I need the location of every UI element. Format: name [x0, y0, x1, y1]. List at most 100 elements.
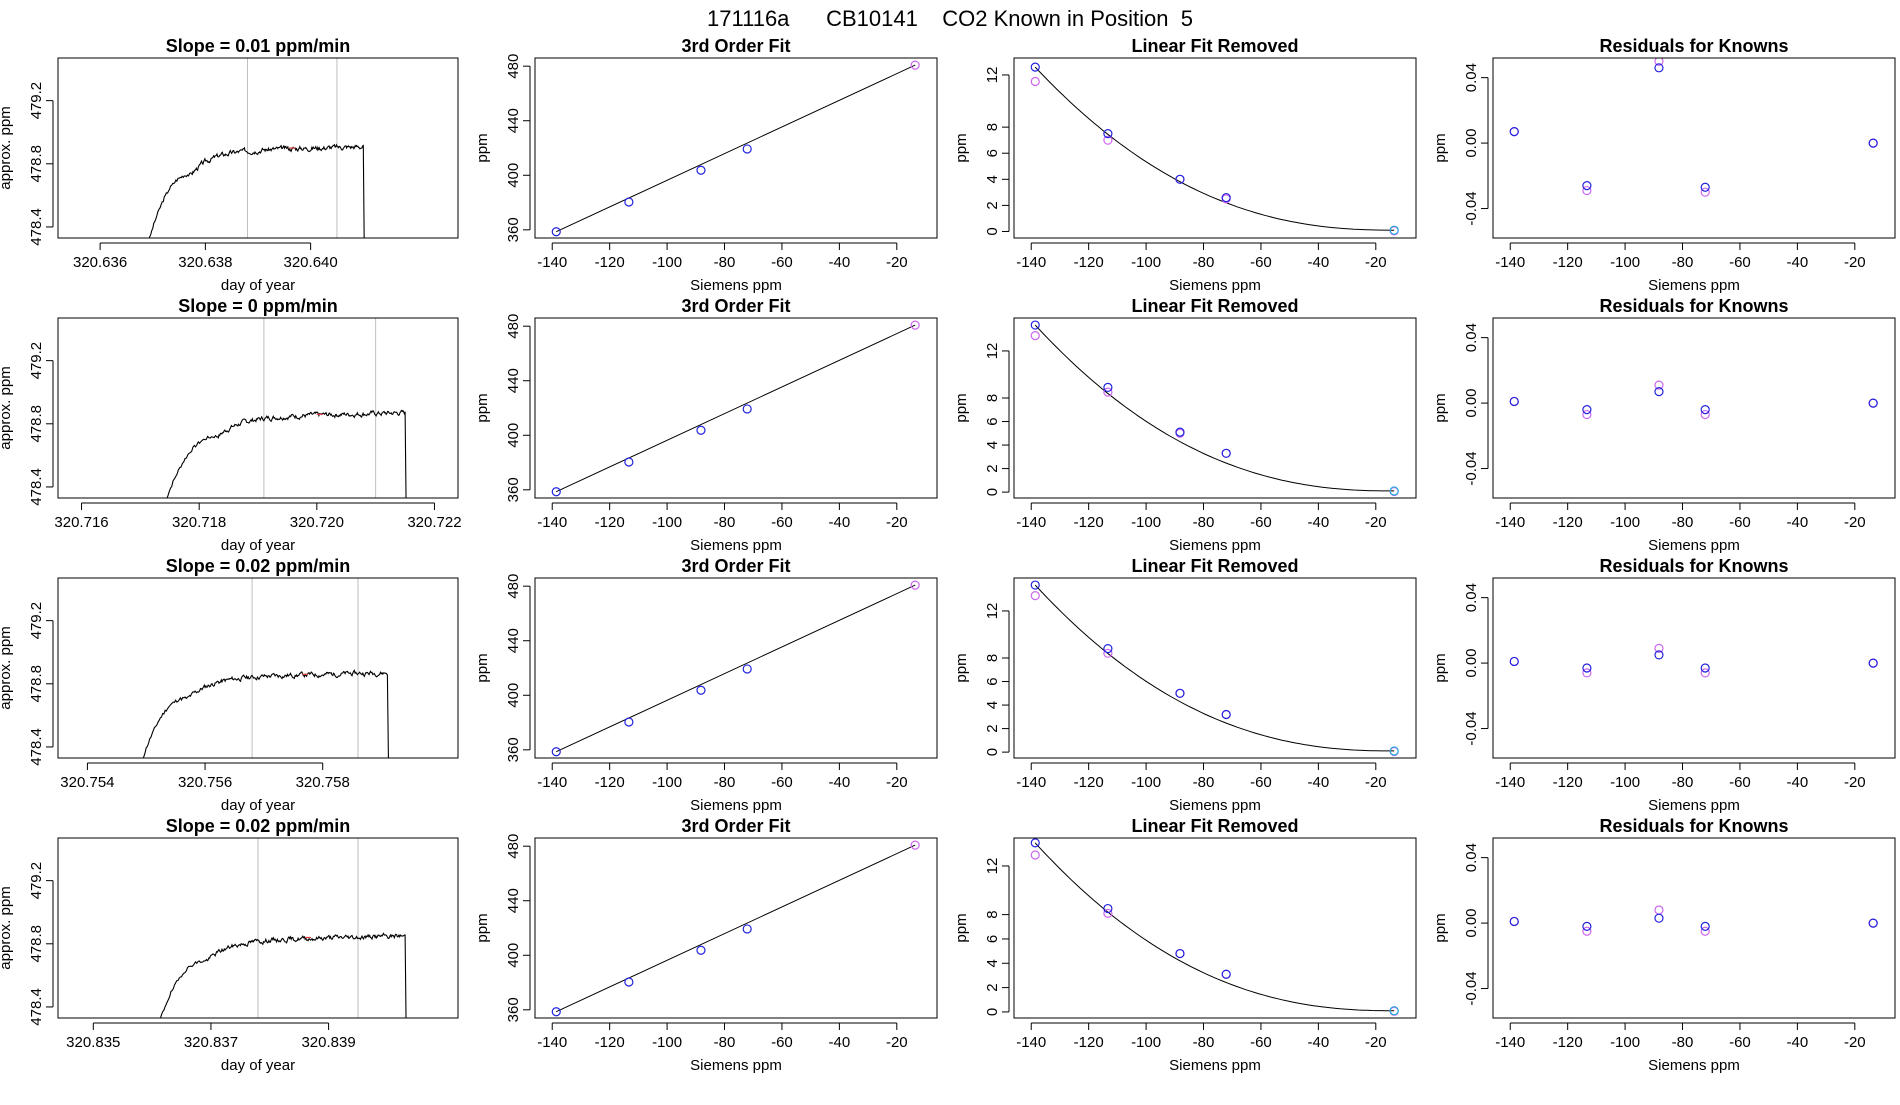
- y-tick-label: 360: [505, 217, 522, 242]
- point-primary: [1175, 688, 1185, 698]
- panel-ts-row-1: Slope = 0.01 ppm/min day of year approx. p…: [0, 36, 459, 294]
- panel-title: Linear Fit Removed: [1131, 296, 1298, 316]
- fit-curve-line: [556, 584, 916, 753]
- x-tick-label: -100: [652, 1034, 682, 1051]
- y-tick-label: 6: [984, 149, 1001, 157]
- x-axis-label: Siemens ppm: [690, 277, 782, 294]
- x-tick-label: -100: [1131, 774, 1161, 791]
- co2-trace-line: [142, 669, 389, 758]
- plot-frame: [1492, 837, 1896, 1019]
- x-tick-label: -20: [1844, 1034, 1866, 1051]
- co2-trace-line: [159, 932, 407, 1018]
- x-tick-label: -120: [1074, 254, 1104, 271]
- point-secondary: [1654, 58, 1664, 66]
- x-axis-label: Siemens ppm: [690, 797, 782, 814]
- x-tick-label: -40: [1787, 774, 1809, 791]
- y-axis-label: approx. ppm: [0, 626, 14, 709]
- y-tick-label: 4: [984, 441, 1001, 449]
- x-axis-label: Siemens ppm: [1648, 537, 1740, 554]
- point-primary: [1030, 62, 1040, 72]
- y-axis-label: ppm: [953, 913, 970, 942]
- y-axis-label: ppm: [953, 393, 970, 422]
- x-tick-label: 320.754: [60, 774, 114, 791]
- panel-res-row-3: Residuals for Knowns Siemens ppm ppm -140 -1…: [1432, 556, 1896, 814]
- fit-curve-line: [556, 844, 916, 1013]
- point-secondary: [1030, 331, 1040, 341]
- x-tick-label: -140: [537, 1034, 567, 1051]
- x-axis-label: Siemens ppm: [1169, 537, 1261, 554]
- point-secondary: [1030, 850, 1040, 860]
- y-axis-label: ppm: [1432, 653, 1449, 682]
- panel-fit-row-1: 3rd Order Fit Siemens ppm ppm -140 -120 -100 -…: [474, 36, 938, 294]
- x-tick-label: 320.718: [172, 514, 226, 531]
- plot-area: [1030, 62, 1399, 236]
- panel-title: 3rd Order Fit: [681, 36, 790, 56]
- y-axis-label: ppm: [1432, 133, 1449, 162]
- x-tick-label: -120: [1074, 774, 1104, 791]
- x-tick-label: -80: [1672, 514, 1694, 531]
- point-primary: [1389, 486, 1399, 496]
- point-primary: [551, 487, 561, 497]
- point-primary: [742, 404, 752, 414]
- panel-title: Residuals for Knowns: [1599, 296, 1788, 316]
- y-tick-label: 480: [505, 54, 522, 79]
- y-tick-label: 440: [505, 628, 522, 653]
- y-tick-label: 2: [984, 983, 1001, 991]
- point-primary: [1700, 663, 1710, 673]
- y-tick-label: 0.00: [1463, 648, 1480, 677]
- point-primary: [1175, 948, 1185, 959]
- point-secondary: [1030, 76, 1040, 87]
- x-tick-label: -60: [771, 514, 793, 531]
- point-primary: [1509, 127, 1519, 137]
- point-primary: [696, 685, 706, 695]
- y-tick-label: 0.04: [1463, 323, 1480, 352]
- y-tick-label: 480: [505, 574, 522, 599]
- x-tick-label: -140: [537, 254, 567, 271]
- x-tick-label: -40: [1787, 1034, 1809, 1051]
- x-axis-label: Siemens ppm: [1648, 797, 1740, 814]
- y-tick-label: 478.4: [28, 468, 45, 506]
- y-tick-label: 478.4: [28, 988, 45, 1026]
- x-tick-label: 320.837: [184, 1034, 238, 1051]
- y-tick-label: 6: [984, 935, 1001, 943]
- x-tick-label: -100: [652, 774, 682, 791]
- x-tick-label: -100: [1131, 1034, 1161, 1051]
- y-tick-label: 8: [984, 910, 1001, 918]
- point-primary: [624, 457, 634, 467]
- point-primary: [1030, 838, 1040, 848]
- y-tick-label: 12: [984, 603, 1001, 620]
- point-primary: [1868, 658, 1878, 668]
- plot-frame: [534, 57, 938, 239]
- panel-lin-row-2: Linear Fit Removed Siemens ppm ppm -140 -120…: [953, 296, 1417, 554]
- y-tick-label: 0: [984, 1008, 1001, 1016]
- point-primary: [1700, 405, 1710, 415]
- x-tick-label: -80: [714, 1034, 736, 1051]
- y-tick-label: 4: [984, 959, 1001, 967]
- plot-frame: [1013, 57, 1417, 239]
- panel-title: Slope = 0 ppm/min: [178, 296, 338, 316]
- point-primary: [1654, 63, 1664, 73]
- point-primary: [1221, 448, 1231, 458]
- y-tick-label: 400: [505, 163, 522, 188]
- x-axis-label: Siemens ppm: [1648, 277, 1740, 294]
- x-tick-label: -40: [829, 514, 851, 531]
- y-tick-label: 360: [505, 477, 522, 502]
- plot-frame: [1492, 57, 1896, 239]
- x-tick-label: -100: [1610, 1034, 1640, 1051]
- point-primary: [1654, 913, 1664, 923]
- x-tick-label: 320.638: [178, 254, 232, 271]
- point-secondary: [1030, 591, 1040, 601]
- y-axis-label: ppm: [953, 653, 970, 682]
- x-tick-label: -40: [1308, 1034, 1330, 1051]
- x-tick-label: -40: [829, 774, 851, 791]
- x-axis-label: day of year: [221, 537, 295, 554]
- x-tick-label: -120: [1553, 774, 1583, 791]
- x-tick-label: -120: [595, 1034, 625, 1051]
- point-primary: [910, 60, 920, 70]
- x-tick-label: -140: [1016, 254, 1046, 271]
- plot-area: [1509, 58, 1878, 197]
- x-tick-label: -140: [1495, 1034, 1525, 1051]
- panel-lin-row-1: Linear Fit Removed Siemens ppm ppm -140 -120…: [953, 36, 1417, 294]
- point-secondary: [1103, 135, 1113, 145]
- panel-title: Slope = 0.02 ppm/min: [166, 816, 351, 836]
